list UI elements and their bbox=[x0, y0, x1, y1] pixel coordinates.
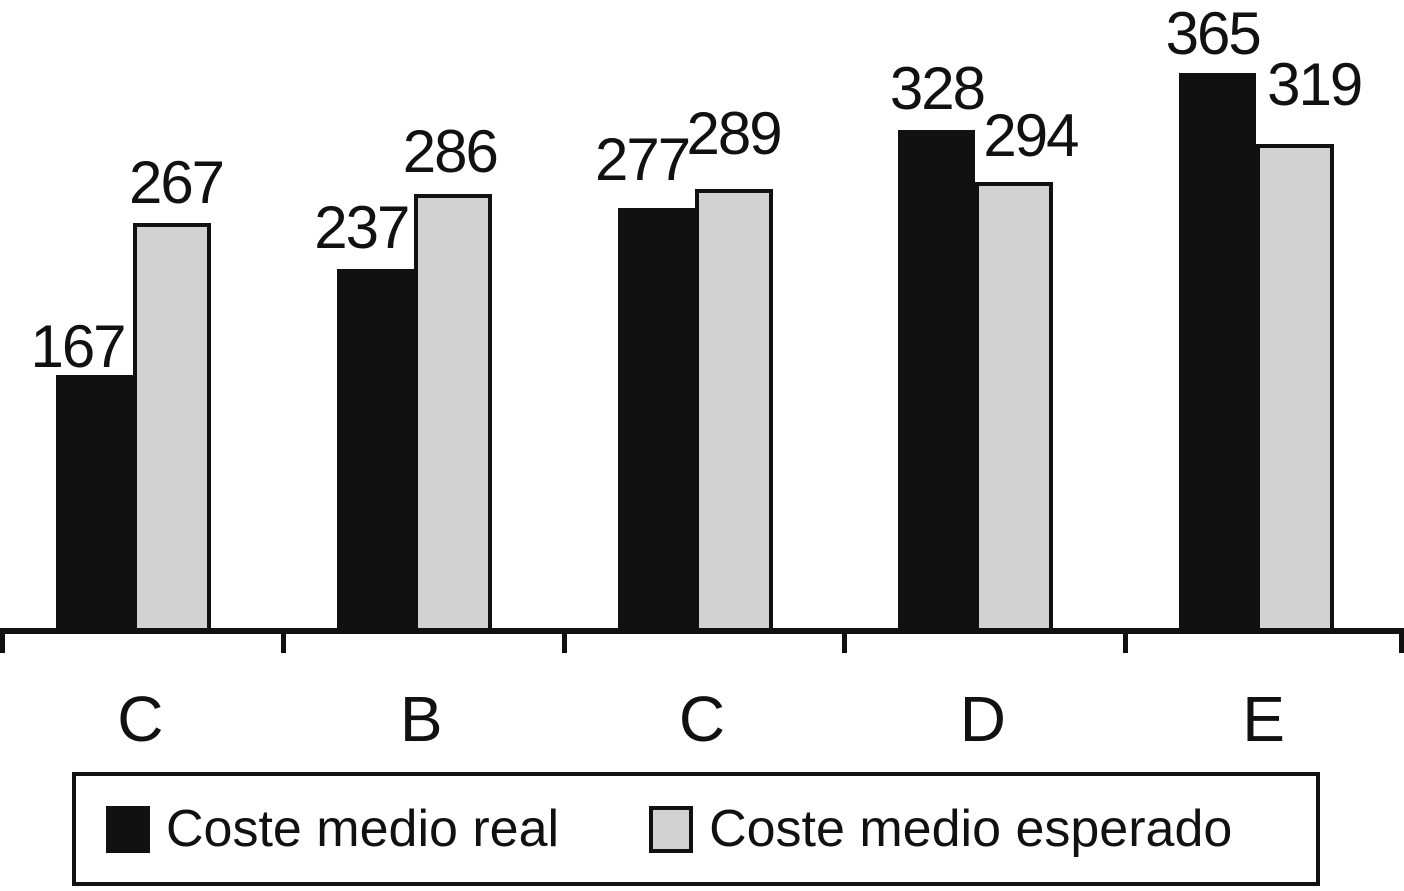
legend-swatch-esperado-icon bbox=[649, 805, 694, 853]
bar-value-label: 365 bbox=[1165, 0, 1262, 67]
legend-item-real: Coste medio real bbox=[106, 801, 559, 857]
bar-value-label: 328 bbox=[889, 55, 986, 122]
x-axis-tick bbox=[561, 628, 567, 653]
bar-esperado-group-2 bbox=[413, 194, 492, 634]
bar-real-group-5 bbox=[1179, 73, 1257, 634]
x-axis-tick bbox=[1123, 628, 1129, 653]
x-axis-line bbox=[0, 628, 1404, 634]
bar-real-group-2 bbox=[336, 269, 414, 634]
bar-value-label: 267 bbox=[128, 149, 225, 216]
bar-real-group-3 bbox=[617, 208, 695, 634]
legend-item-esperado: Coste medio esperado bbox=[649, 801, 1232, 857]
bar-esperado-group-5 bbox=[1256, 144, 1335, 634]
bar-value-label: 167 bbox=[30, 313, 126, 380]
x-axis-tick bbox=[1399, 628, 1404, 653]
bar-real-group-1 bbox=[56, 375, 133, 634]
bar-esperado-group-4 bbox=[975, 182, 1054, 634]
x-axis-tick bbox=[0, 628, 5, 653]
x-axis-category-label: D bbox=[959, 683, 1006, 755]
x-axis-category-label: C bbox=[678, 683, 726, 755]
x-axis-category-label: B bbox=[399, 683, 443, 755]
bar-value-label: 294 bbox=[983, 102, 1079, 169]
x-axis-tick bbox=[280, 628, 286, 653]
x-axis-category-label: C bbox=[117, 683, 164, 755]
bar-value-label: 237 bbox=[314, 194, 410, 261]
x-axis-category-label: E bbox=[1242, 683, 1285, 755]
bar-esperado-group-3 bbox=[694, 189, 773, 634]
x-axis-tick bbox=[842, 628, 848, 653]
plot-area: 167 267 C 237 286 B 277 289 C 328 294 D 365 319 E bbox=[30, 0, 1363, 755]
bar-value-label: 286 bbox=[402, 118, 499, 185]
bar-value-label: 277 bbox=[595, 126, 691, 193]
legend-label-esperado: Coste medio esperado bbox=[709, 800, 1233, 858]
bar-value-label: 289 bbox=[686, 100, 783, 167]
legend: Coste medio real Coste medio esperado bbox=[72, 772, 1320, 886]
legend-swatch-real-icon bbox=[106, 805, 150, 853]
legend-label-real: Coste medio real bbox=[166, 800, 560, 858]
bar-value-label: 319 bbox=[1267, 51, 1363, 118]
bar-real-group-4 bbox=[898, 130, 976, 634]
bar-esperado-group-1 bbox=[133, 223, 211, 634]
